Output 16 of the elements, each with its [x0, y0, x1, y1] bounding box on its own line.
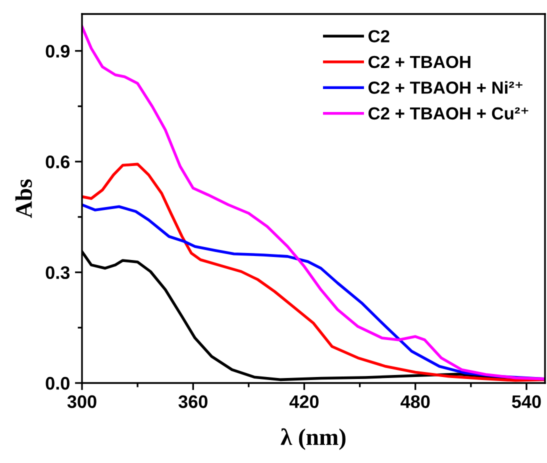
legend-label: C2 + TBAOH	[368, 56, 470, 68]
y-tick-label: 0.3	[46, 266, 70, 280]
x-tick-label: 420	[289, 395, 319, 408]
x-tick-label: 360	[178, 395, 208, 408]
y-tick-label: 0.6	[46, 156, 70, 168]
y-tick-label: 0.9	[46, 44, 70, 58]
legend-label: C2 + TBAOH + Ni²⁺	[368, 81, 522, 94]
x-tick-label: 540	[512, 395, 541, 408]
legend-label: C2 + TBAOH + Cu²⁺	[368, 107, 528, 120]
y-tick-label: 0.0	[46, 376, 70, 390]
legend-label: C2	[368, 30, 390, 42]
line-series	[82, 25, 545, 380]
x-axis-title: λ (nm)	[280, 428, 346, 450]
x-tick-label: 480	[400, 395, 430, 408]
x-tick-label: 300	[67, 395, 96, 408]
y-axis-title: Abs	[15, 179, 32, 218]
